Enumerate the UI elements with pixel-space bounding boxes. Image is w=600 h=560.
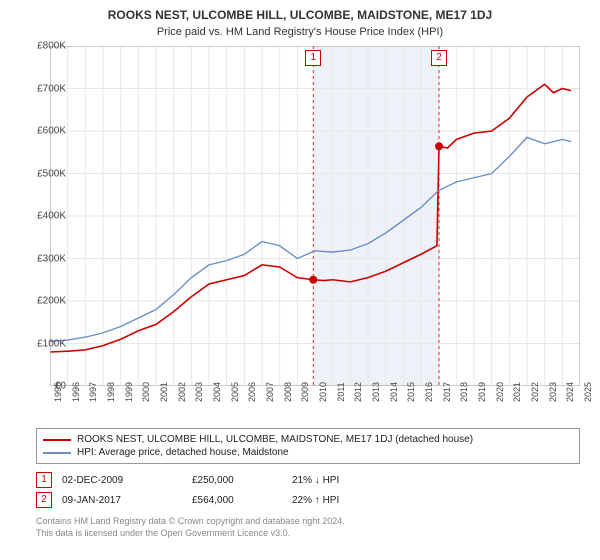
y-tick-label: £600K [37,126,66,137]
y-tick-label: £800K [37,41,66,52]
transaction-row: 2 09-JAN-2017 £564,000 22% ↑ HPI [36,490,580,510]
bottom-block: ROOKS NEST, ULCOMBE HILL, ULCOMBE, MAIDS… [36,428,580,539]
transaction-pct: 22% ↑ HPI [292,495,392,506]
chart-title: ROOKS NEST, ULCOMBE HILL, ULCOMBE, MAIDS… [0,0,600,22]
x-tick-label: 2007 [265,382,275,402]
x-tick-label: 1997 [88,382,98,402]
x-tick-label: 1995 [53,382,63,402]
x-tick-label: 2001 [159,382,169,402]
event-marker-label: 2 [431,50,447,66]
x-tick-label: 2021 [512,382,522,402]
x-tick-label: 2004 [212,382,222,402]
x-tick-label: 2025 [583,382,593,402]
x-tick-label: 2020 [495,382,505,402]
x-tick-label: 2006 [247,382,257,402]
y-tick-label: £100K [37,338,66,349]
transaction-date: 09-JAN-2017 [62,495,182,506]
legend: ROOKS NEST, ULCOMBE HILL, ULCOMBE, MAIDS… [36,428,580,464]
x-tick-label: 2014 [389,382,399,402]
chart-subtitle: Price paid vs. HM Land Registry's House … [0,22,600,42]
transaction-marker: 2 [36,492,52,508]
x-tick-label: 2019 [477,382,487,402]
legend-swatch [43,452,71,454]
x-tick-label: 2009 [300,382,310,402]
x-tick-label: 2015 [406,382,416,402]
x-tick-label: 1996 [71,382,81,402]
transaction-date: 02-DEC-2009 [62,475,182,486]
x-tick-label: 1999 [124,382,134,402]
x-tick-label: 2013 [371,382,381,402]
x-tick-label: 2017 [442,382,452,402]
chart-svg [50,46,580,386]
x-tick-label: 2024 [565,382,575,402]
x-tick-label: 2008 [283,382,293,402]
x-tick-label: 2000 [141,382,151,402]
legend-item: ROOKS NEST, ULCOMBE HILL, ULCOMBE, MAIDS… [43,433,573,446]
chart-container: ROOKS NEST, ULCOMBE HILL, ULCOMBE, MAIDS… [0,0,600,560]
x-tick-label: 1998 [106,382,116,402]
legend-swatch [43,439,71,441]
transaction-pct: 21% ↓ HPI [292,475,392,486]
footer-line: Contains HM Land Registry data © Crown c… [36,516,580,528]
transaction-price: £564,000 [192,495,282,506]
legend-label: ROOKS NEST, ULCOMBE HILL, ULCOMBE, MAIDS… [77,434,473,445]
event-marker-label: 1 [305,50,321,66]
y-tick-label: £400K [37,211,66,222]
chart-plot-area [50,46,580,386]
y-tick-label: £300K [37,253,66,264]
y-tick-label: £200K [37,296,66,307]
x-tick-label: 2023 [548,382,558,402]
transaction-row: 1 02-DEC-2009 £250,000 21% ↓ HPI [36,470,580,490]
y-tick-label: £700K [37,83,66,94]
legend-item: HPI: Average price, detached house, Maid… [43,446,573,459]
y-tick-label: £500K [37,168,66,179]
x-tick-label: 2011 [336,382,346,401]
x-tick-label: 2012 [353,382,363,402]
x-tick-label: 2016 [424,382,434,402]
transaction-marker: 1 [36,472,52,488]
x-tick-label: 2005 [230,382,240,402]
x-tick-label: 2018 [459,382,469,402]
legend-label: HPI: Average price, detached house, Maid… [77,447,289,458]
transaction-price: £250,000 [192,475,282,486]
x-tick-label: 2002 [177,382,187,402]
footer-text: Contains HM Land Registry data © Crown c… [36,510,580,539]
x-tick-label: 2010 [318,382,328,402]
footer-line: This data is licensed under the Open Gov… [36,528,580,540]
x-tick-label: 2003 [194,382,204,402]
x-tick-label: 2022 [530,382,540,402]
